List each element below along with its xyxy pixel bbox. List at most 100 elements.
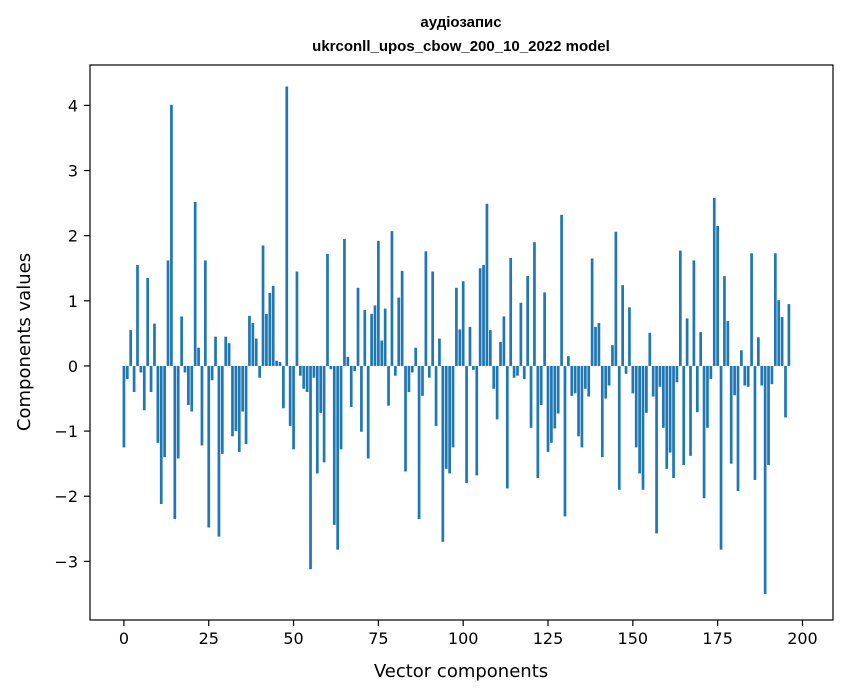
- bar: [628, 307, 631, 366]
- bar: [146, 278, 150, 366]
- bar: [380, 340, 384, 366]
- bar: [302, 365, 306, 389]
- bar: [631, 365, 635, 394]
- bar: [278, 362, 282, 366]
- bar: [519, 302, 523, 366]
- bar: [400, 270, 404, 366]
- bar: [288, 365, 292, 426]
- bar: [261, 245, 265, 366]
- bar: [729, 365, 733, 464]
- bar: [607, 365, 611, 386]
- bar: [349, 365, 353, 407]
- bar: [543, 292, 546, 366]
- bar: [224, 336, 228, 366]
- bar: [658, 365, 662, 387]
- bar: [214, 336, 217, 366]
- bar: [787, 304, 791, 366]
- bar: [709, 365, 713, 379]
- y-axis-ticks: −3 −2 −1 0 1 2 3 4: [54, 96, 90, 571]
- bar: [492, 365, 496, 389]
- bar: [733, 365, 736, 396]
- bar: [353, 365, 356, 372]
- x-tick-label: 25: [199, 629, 219, 648]
- bar: [275, 360, 278, 366]
- plot-frame: [89, 64, 834, 621]
- bar: [166, 260, 170, 366]
- bar: [268, 292, 272, 366]
- bar: [675, 365, 679, 383]
- bar: [668, 365, 672, 453]
- bar: [203, 260, 207, 366]
- bar: [641, 365, 645, 490]
- bar: [295, 271, 299, 366]
- bar: [719, 365, 723, 550]
- bar: [600, 365, 604, 458]
- x-tick-label: 50: [283, 629, 303, 648]
- bar: [516, 365, 519, 376]
- bar: [383, 308, 387, 366]
- bar: [590, 258, 594, 366]
- bar: [702, 365, 706, 499]
- bar: [723, 276, 726, 366]
- bar: [780, 317, 784, 366]
- x-tick-label: 125: [533, 629, 564, 648]
- bar: [197, 347, 200, 366]
- bar: [689, 365, 692, 456]
- bar: [604, 365, 608, 399]
- bar: [539, 365, 543, 406]
- bar: [563, 365, 567, 517]
- bar: [244, 365, 248, 445]
- chart-title-line2: ukrconll_upos_cbow_200_10_2022 model: [312, 38, 610, 55]
- bar: [373, 305, 377, 366]
- bar: [142, 365, 146, 411]
- bar: [455, 287, 458, 366]
- bar: [746, 365, 750, 387]
- y-tick-label: −1: [54, 422, 78, 441]
- bar: [434, 365, 438, 426]
- bar: [390, 231, 394, 366]
- bar: [305, 365, 309, 393]
- bar: [159, 365, 163, 505]
- bar: [472, 365, 475, 370]
- bar: [478, 268, 482, 366]
- bar: [505, 365, 509, 489]
- bar: [533, 242, 536, 366]
- bar: [529, 365, 533, 428]
- bar: [129, 330, 133, 366]
- bar: [597, 322, 601, 366]
- bar: [319, 365, 323, 413]
- bar: [393, 365, 397, 376]
- bar: [638, 365, 641, 474]
- bar: [322, 365, 326, 463]
- bar: [421, 365, 424, 396]
- bar: [461, 281, 465, 366]
- bar: [716, 225, 719, 366]
- x-tick-label: 75: [368, 629, 388, 648]
- bar: [366, 365, 370, 459]
- bar: [726, 321, 730, 366]
- bar: [326, 253, 329, 366]
- bar: [427, 365, 431, 378]
- bar: [265, 313, 268, 366]
- bar: [458, 329, 462, 366]
- x-tick-label: 0: [119, 629, 129, 648]
- bar: [254, 338, 258, 366]
- bar: [309, 365, 312, 570]
- bar: [285, 86, 289, 366]
- bar: [645, 365, 648, 413]
- bar: [170, 104, 173, 366]
- y-tick-label: 2: [68, 227, 78, 246]
- bar: [662, 365, 665, 428]
- bar: [153, 323, 156, 366]
- chart-title-line1: аудіозапис: [420, 14, 501, 31]
- bar: [122, 365, 126, 448]
- bar: [587, 365, 591, 397]
- bar: [553, 365, 557, 429]
- bar: [292, 365, 295, 450]
- bar: [282, 365, 285, 409]
- bar: [149, 365, 153, 393]
- bar: [560, 214, 563, 366]
- bar: [695, 365, 699, 413]
- bar: [329, 365, 333, 370]
